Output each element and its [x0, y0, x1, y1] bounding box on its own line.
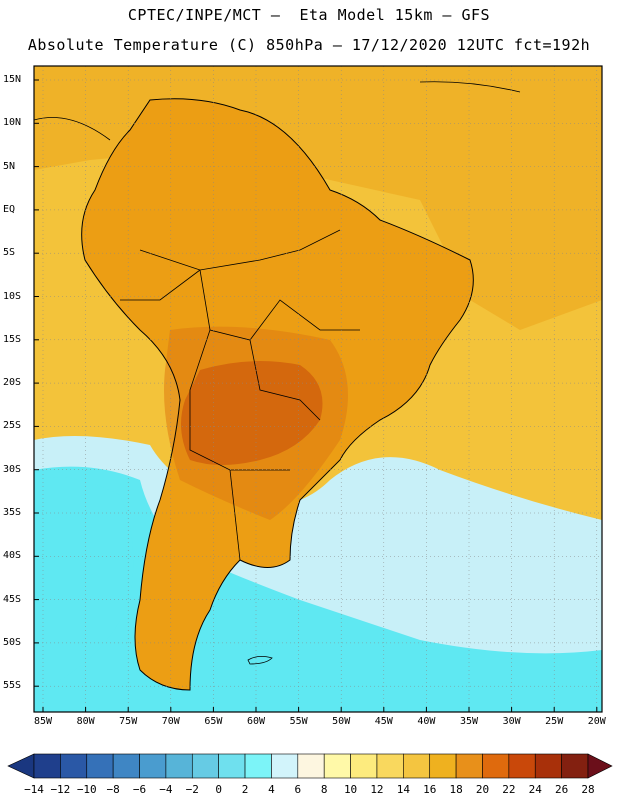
- lat-label: 10N: [3, 117, 22, 129]
- colorbar-tick-label: 4: [268, 783, 275, 796]
- title-line-2: Absolute Temperature (C) 850hPa – 17/12/…: [27, 36, 591, 54]
- falkland-islands: [247, 656, 273, 665]
- lon-label: 55W: [289, 716, 308, 727]
- colorbar-segment: [60, 753, 88, 779]
- lon-label: 75W: [119, 716, 138, 727]
- lon-label: 60W: [246, 716, 266, 727]
- colorbar-tick-label: 6: [294, 783, 302, 796]
- lat-label: 40S: [3, 550, 22, 562]
- colorbar-segment: [86, 753, 114, 779]
- colorbar-segment: [244, 753, 272, 779]
- colorbar-segment: [561, 753, 589, 779]
- lon-label: 65W: [204, 716, 223, 727]
- colorbar-segment: [218, 753, 246, 779]
- lat-label: 30S: [3, 463, 22, 475]
- colorbar-segment: [376, 753, 404, 779]
- title-line-1: CPTEC/INPE/MCT – Eta Model 15km – GFS: [127, 6, 491, 24]
- colorbar-tick-label: 24: [528, 783, 542, 796]
- colorbar-segment: [139, 753, 167, 779]
- lon-label: 20W: [587, 716, 606, 727]
- colorbar-segment: [271, 753, 299, 779]
- colorbar-tick-label: 10: [343, 783, 358, 796]
- lat-label: 10S: [3, 290, 22, 302]
- colorbar-segment: [534, 753, 562, 779]
- lon-label: 45W: [374, 716, 393, 727]
- lat-label: EQ: [3, 203, 16, 215]
- colorbar-tick-label: 26: [554, 783, 569, 796]
- lat-label: 45S: [3, 593, 22, 605]
- lon-label: 40W: [417, 716, 436, 727]
- map-field: [34, 66, 602, 712]
- colorbar-tick-label: 14: [396, 783, 410, 796]
- colorbar-tick-label: 0: [215, 783, 222, 796]
- colorbar-tick-label: 16: [423, 783, 437, 796]
- central-america-coast: [34, 117, 111, 141]
- colorbar-tick-label: 8: [320, 783, 328, 796]
- colorbar-segment: [403, 753, 431, 779]
- cold-water-west: [34, 477, 134, 690]
- colorbar-segment: [482, 753, 510, 779]
- colorbar-segment: [297, 753, 325, 779]
- colorbar-segment: [112, 753, 140, 779]
- lon-label: 30W: [502, 716, 521, 727]
- lon-label: 35W: [459, 716, 479, 727]
- lat-label: 20S: [3, 377, 22, 389]
- lon-label: 50W: [332, 716, 351, 727]
- colorbar-segment: [455, 753, 483, 779]
- map-frame: [33, 65, 603, 713]
- lat-label: 50S: [3, 636, 22, 648]
- colorbar-tick-label: 20: [475, 783, 490, 796]
- colorbar-tick-label: −4: [159, 783, 173, 796]
- colorbar-segment: [165, 753, 193, 779]
- colorbar-tick-label: −6: [132, 783, 147, 796]
- colorbar: [7, 753, 613, 779]
- colorbar-segment: [429, 753, 457, 779]
- colorbar-segment: [350, 753, 378, 779]
- colorbar-over-arrow: [587, 753, 613, 779]
- colorbar-tick-label: −12: [50, 783, 71, 796]
- lat-label: 5S: [3, 247, 16, 259]
- colorbar-under-arrow: [7, 753, 35, 779]
- lon-label: 80W: [76, 716, 95, 727]
- lat-label: 35S: [3, 507, 22, 518]
- colorbar-tick-label: 28: [581, 783, 595, 796]
- colorbar-segment: [191, 753, 219, 779]
- colorbar-tick-label: 18: [449, 783, 463, 796]
- colorbar-tick-label: 2: [241, 783, 249, 796]
- graticule: [34, 66, 602, 712]
- warm-interior-region: [164, 326, 348, 520]
- lat-label: 15S: [3, 333, 22, 345]
- colorbar-tick-label: −10: [76, 783, 97, 796]
- colorbar-tick-label: 12: [370, 783, 384, 796]
- lon-label: 70W: [161, 716, 180, 727]
- colorbar-tick-label: −8: [106, 783, 120, 796]
- lon-label: 85W: [33, 716, 53, 727]
- colorbar-tick-label: −14: [24, 783, 44, 796]
- coastline: [81, 98, 474, 691]
- caribbean-coast: [419, 81, 521, 93]
- colorbar-tick-label: −2: [185, 783, 199, 796]
- colorbar-segment: [508, 753, 536, 779]
- axis-ticks: [34, 79, 598, 712]
- country-borders: [120, 229, 360, 561]
- lat-label: 55S: [3, 680, 22, 692]
- lat-label: 15N: [3, 74, 22, 85]
- lat-label: 25S: [3, 420, 22, 432]
- lat-label: 5N: [3, 160, 16, 172]
- colorbar-segment: [323, 753, 351, 779]
- colorbar-tick-label: 22: [502, 783, 516, 796]
- lon-label: 25W: [545, 716, 564, 727]
- colorbar-segment: [33, 753, 61, 779]
